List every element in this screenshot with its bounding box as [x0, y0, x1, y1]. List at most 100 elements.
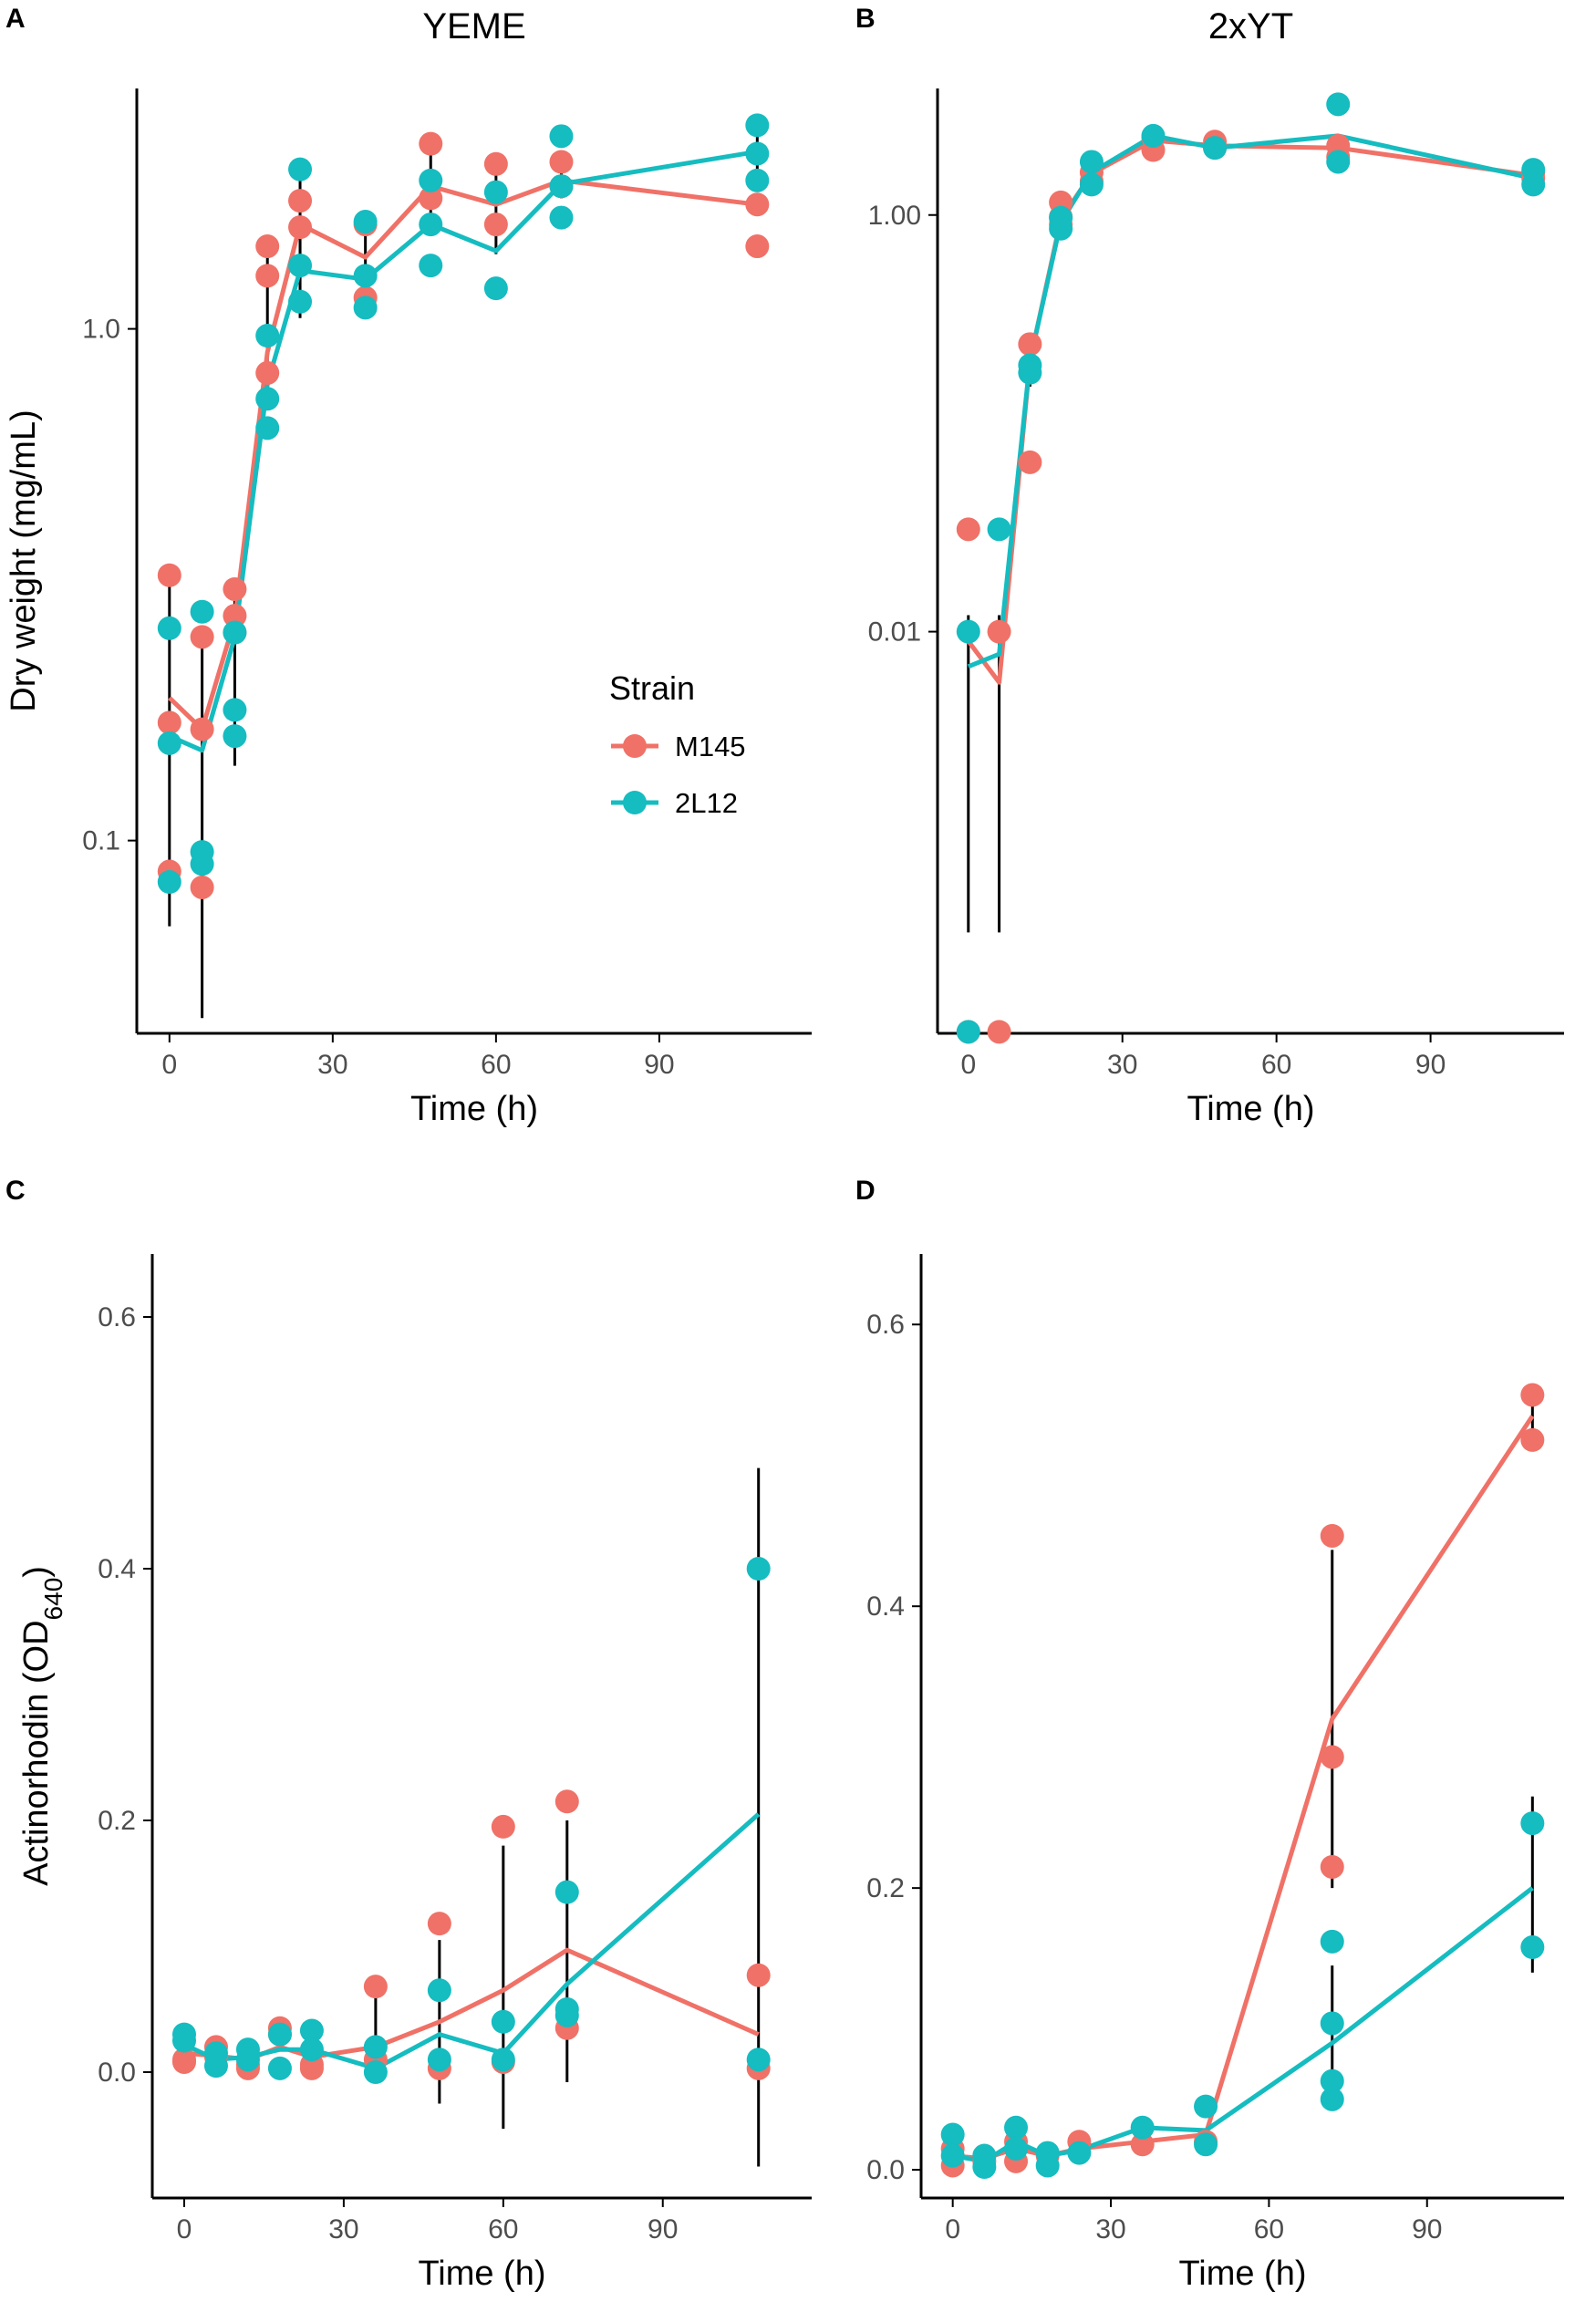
panel-title: 2xYT	[1208, 6, 1293, 47]
data-point-m145	[157, 710, 181, 735]
y-tick-label: 0.2	[866, 1873, 905, 1903]
data-point-2l12	[190, 599, 214, 624]
data-point-2l12	[491, 2009, 515, 2034]
y-tick-label: 0.6	[98, 1302, 136, 1332]
data-point-2l12	[223, 620, 247, 645]
data-point-2l12	[419, 168, 443, 192]
data-point-2l12	[1067, 2141, 1092, 2165]
data-point-2l12	[427, 1978, 451, 2003]
data-point-2l12	[1520, 1811, 1545, 1836]
data-point-2l12	[171, 2028, 196, 2053]
data-point-2l12	[363, 2035, 388, 2059]
data-point-2l12	[1079, 172, 1104, 197]
legend-item-2l12: 2L12	[611, 787, 738, 819]
data-point-2l12	[1004, 2115, 1029, 2140]
x-tick-label: 90	[644, 1050, 674, 1080]
data-point-m145	[223, 576, 247, 601]
legend: Strain M145 2L12	[609, 669, 746, 819]
data-point-m145	[288, 215, 313, 240]
data-point-m145	[157, 563, 181, 587]
x-tick-label: 60	[1254, 2214, 1284, 2245]
data-point-m145	[363, 1975, 388, 1999]
x-tick-label: 0	[161, 1050, 177, 1080]
x-tick-label: 30	[317, 1050, 347, 1080]
x-axis-label: Time (h)	[410, 1090, 538, 1128]
panel-letter-a: A	[5, 4, 26, 34]
data-point-2l12	[483, 180, 508, 204]
data-point-2l12	[987, 517, 1011, 542]
y-tick-label: 0.4	[98, 1554, 136, 1584]
data-point-2l12	[1320, 2011, 1344, 2036]
data-point-2l12	[223, 698, 247, 722]
panel-b: B 2xYT 0 30 60 90 0.01 1.00 Time (h)	[855, 4, 1564, 1128]
y-axis-label: Actinorhodin (OD640)	[17, 1566, 67, 1886]
data-point-2l12	[554, 2003, 579, 2027]
data-point-2l12	[255, 387, 280, 411]
data-point-m145	[1130, 2132, 1155, 2157]
data-point-2l12	[745, 113, 770, 138]
data-point-2l12	[1141, 123, 1166, 148]
data-point-2l12	[419, 254, 443, 278]
data-point-2l12	[549, 205, 574, 230]
panel-a: A YEME 0 30 60 90 0.1 1.0 Time (h) Dry weight (mg…	[5, 4, 812, 1128]
data-point-2l12	[353, 295, 378, 320]
x-tick-label: 30	[328, 2214, 358, 2245]
y-axis-label-close: )	[17, 1566, 56, 1578]
data-point-m145	[190, 625, 214, 649]
x-tick-label: 90	[1412, 2214, 1442, 2245]
y-tick-label: 0.1	[82, 826, 120, 856]
series-line-2l12	[952, 1886, 1534, 2164]
legend-swatch-point	[623, 791, 647, 814]
data-point-m145	[746, 1963, 771, 1987]
data-point-m145	[1320, 1854, 1344, 1879]
data-point-2l12	[255, 416, 280, 441]
data-point-2l12	[483, 276, 508, 301]
y-tick-label: 1.00	[868, 201, 921, 231]
data-point-2l12	[1194, 2132, 1218, 2157]
data-point-2l12	[157, 616, 181, 640]
data-point-2l12	[1320, 1929, 1344, 1954]
data-point-2l12	[427, 2048, 451, 2072]
y-tick-label: 0.6	[866, 1310, 905, 1340]
data-point-2l12	[491, 2048, 515, 2072]
data-point-2l12	[956, 619, 980, 644]
data-point-2l12	[299, 2037, 324, 2062]
data-point-m145	[745, 234, 770, 259]
x-tick-label: 30	[1095, 2214, 1125, 2245]
data-point-m145	[554, 1789, 579, 1814]
x-tick-label: 0	[960, 1050, 976, 1080]
y-axis-label-subscript: 640	[39, 1578, 67, 1621]
y-axis-label-main: Actinorhodin (OD	[17, 1620, 56, 1885]
data-point-2l12	[1004, 2136, 1029, 2161]
x-axis-label: Time (h)	[418, 2255, 545, 2293]
data-point-m145	[419, 186, 443, 211]
data-point-m145	[483, 151, 508, 176]
y-axis-label: Dry weight (mg/mL)	[5, 410, 43, 712]
series-line-2l12	[168, 149, 758, 753]
data-point-2l12	[203, 2054, 228, 2079]
data-point-2l12	[157, 731, 181, 755]
data-point-2l12	[554, 1880, 579, 1904]
data-point-2l12	[223, 724, 247, 749]
data-point-2l12	[1130, 2115, 1155, 2140]
data-point-m145	[1320, 1745, 1344, 1769]
y-tick-label: 0.01	[868, 617, 921, 648]
data-point-m145	[1520, 1383, 1545, 1407]
data-point-2l12	[288, 157, 313, 181]
data-point-2l12	[956, 1020, 980, 1044]
data-point-m145	[1520, 1427, 1545, 1452]
panel-c: C 0 30 60 90 0.0 0.2 0.4 0.6 Time (h) Actinorhodin…	[5, 1176, 812, 2293]
data-point-m145	[288, 189, 313, 213]
data-point-m145	[987, 1020, 1011, 1044]
data-point-m145	[1320, 1523, 1344, 1548]
x-axis-label: Time (h)	[1178, 2255, 1306, 2293]
legend-label: M145	[675, 731, 746, 762]
data-point-m145	[171, 2049, 196, 2074]
data-point-2l12	[157, 870, 181, 895]
y-tick-label: 1.0	[82, 315, 120, 345]
data-point-m145	[491, 1814, 515, 1839]
data-point-m145	[190, 875, 214, 899]
data-point-2l12	[288, 254, 313, 278]
data-point-2l12	[353, 210, 378, 234]
